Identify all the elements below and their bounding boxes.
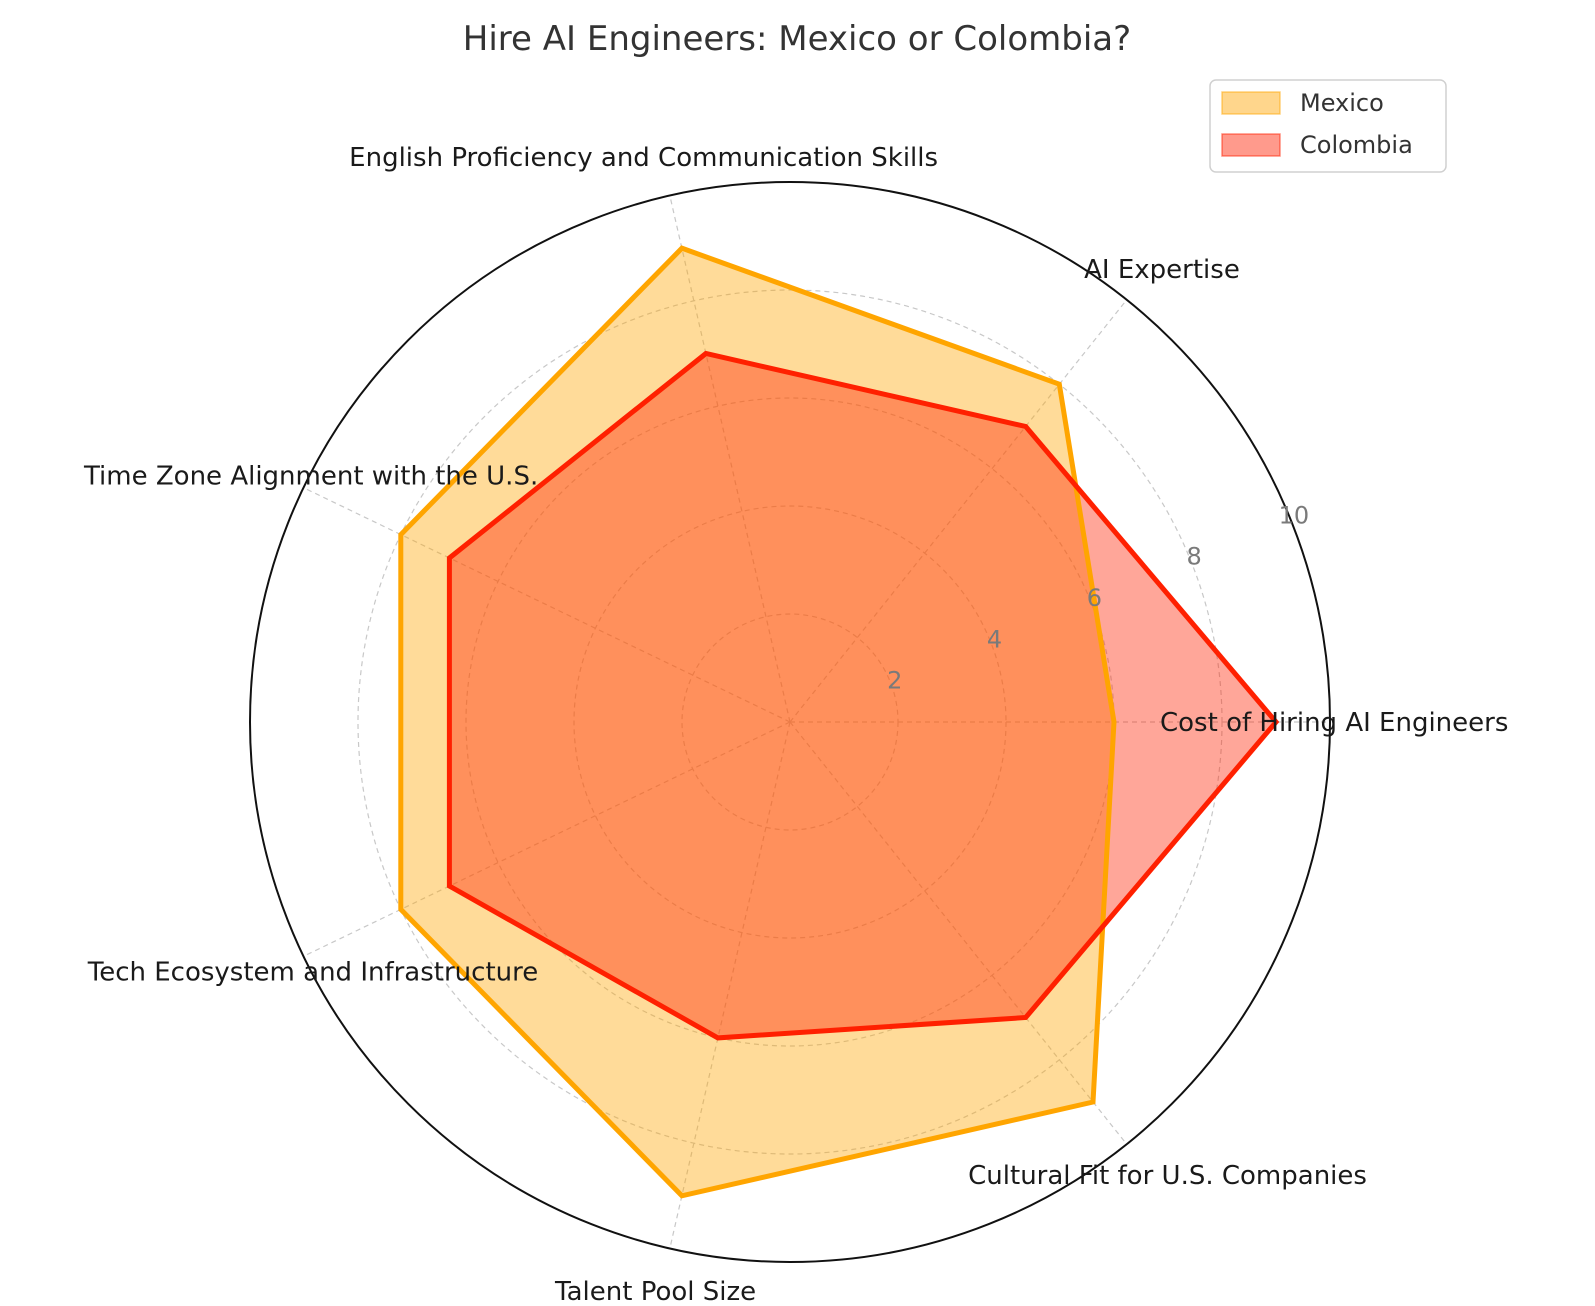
tick-label-1: 4	[987, 625, 1002, 653]
series-fill-colombia	[449, 353, 1276, 1038]
grid-spoke-4	[303, 721, 791, 957]
tick-label-0: 2	[887, 667, 902, 695]
tick-label-3: 8	[1186, 543, 1201, 571]
series-line-mexico	[398, 245, 1117, 1199]
category-label-4: Tech Ecosystem and Infrastructure	[87, 957, 538, 987]
category-label-5: Talent Pool Size	[554, 1277, 756, 1306]
category-label-6: Cultural Fit for U.S. Companies	[968, 1161, 1367, 1191]
grid-spoke-6	[789, 721, 1128, 1145]
radar-series	[398, 245, 1280, 1199]
grid-spoke-3	[303, 487, 791, 723]
chart-title: Hire AI Engineers: Mexico or Colombia?	[463, 19, 1131, 59]
legend: Mexico Colombia	[1209, 79, 1447, 173]
legend-swatch-mexico	[1221, 91, 1281, 115]
legend-label-colombia: Colombia	[1300, 131, 1413, 159]
legend-swatch-colombia	[1221, 133, 1281, 157]
grid-spoke-2	[669, 195, 791, 723]
category-labels: Cost of Hiring AI Engineers AI Expertise E…	[83, 143, 1508, 1306]
category-label-1: AI Expertise	[1084, 255, 1240, 285]
outer-frame	[249, 181, 1331, 1263]
tick-label-4: 10	[1279, 501, 1310, 529]
category-label-3: Time Zone Alignment with the U.S.	[83, 462, 538, 492]
category-label-2: English Proficiency and Communication Sk…	[349, 143, 938, 173]
grid-spoke-1	[789, 299, 1128, 723]
legend-frame	[1209, 79, 1447, 173]
legend-label-mexico: Mexico	[1300, 89, 1384, 117]
tick-label-2: 6	[1087, 584, 1102, 612]
series-line-colombia	[446, 350, 1280, 1041]
radial-tick-labels: 2 4 6 8 10	[887, 501, 1309, 694]
category-label-0: Cost of Hiring AI Engineers	[1160, 708, 1508, 738]
grid-spoke-5	[669, 721, 791, 1249]
